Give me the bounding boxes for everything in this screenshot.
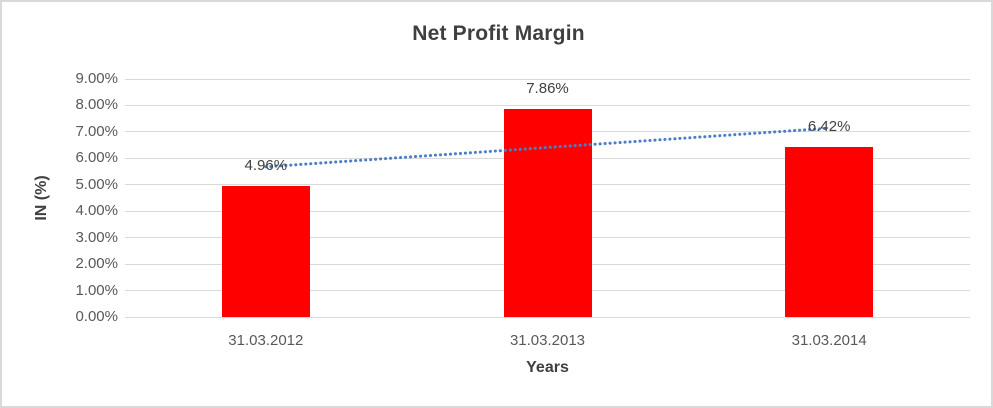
y-tick-label: 1.00% (75, 281, 118, 299)
x-axis-title: Years (526, 359, 569, 376)
x-tick-label: 31.03.2014 (791, 332, 867, 349)
y-tick-label: 7.00% (75, 122, 118, 140)
bar-data-label: 6.42% (807, 118, 851, 136)
bar-31.03.2012 (221, 185, 310, 317)
bar-data-label: 4.96% (244, 156, 288, 174)
plot-area: 4.96% 7.86% 6.42% (125, 78, 970, 318)
gridline (125, 104, 970, 106)
x-tick-label: 31.03.2013 (509, 332, 586, 349)
y-tick-label: 3.00% (75, 228, 118, 246)
gridline (125, 78, 970, 80)
y-tick-label: 5.00% (75, 175, 118, 193)
y-tick-label: 0.00% (75, 308, 118, 325)
x-tick-label: 31.03.2012 (228, 332, 304, 349)
y-tick-label: 6.00% (75, 149, 118, 167)
y-tick-label: 2.00% (75, 255, 118, 273)
y-tick-label: 8.00% (75, 96, 118, 114)
bar-31.03.2014 (785, 147, 874, 317)
gridline (125, 316, 970, 318)
y-tick-label: 4.00% (75, 202, 118, 220)
y-tick-label: 9.00% (75, 70, 118, 87)
chart-title: Net Profit Margin (412, 22, 585, 45)
bar-data-label: 7.86% (526, 80, 569, 98)
bar-31.03.2013 (503, 109, 592, 317)
